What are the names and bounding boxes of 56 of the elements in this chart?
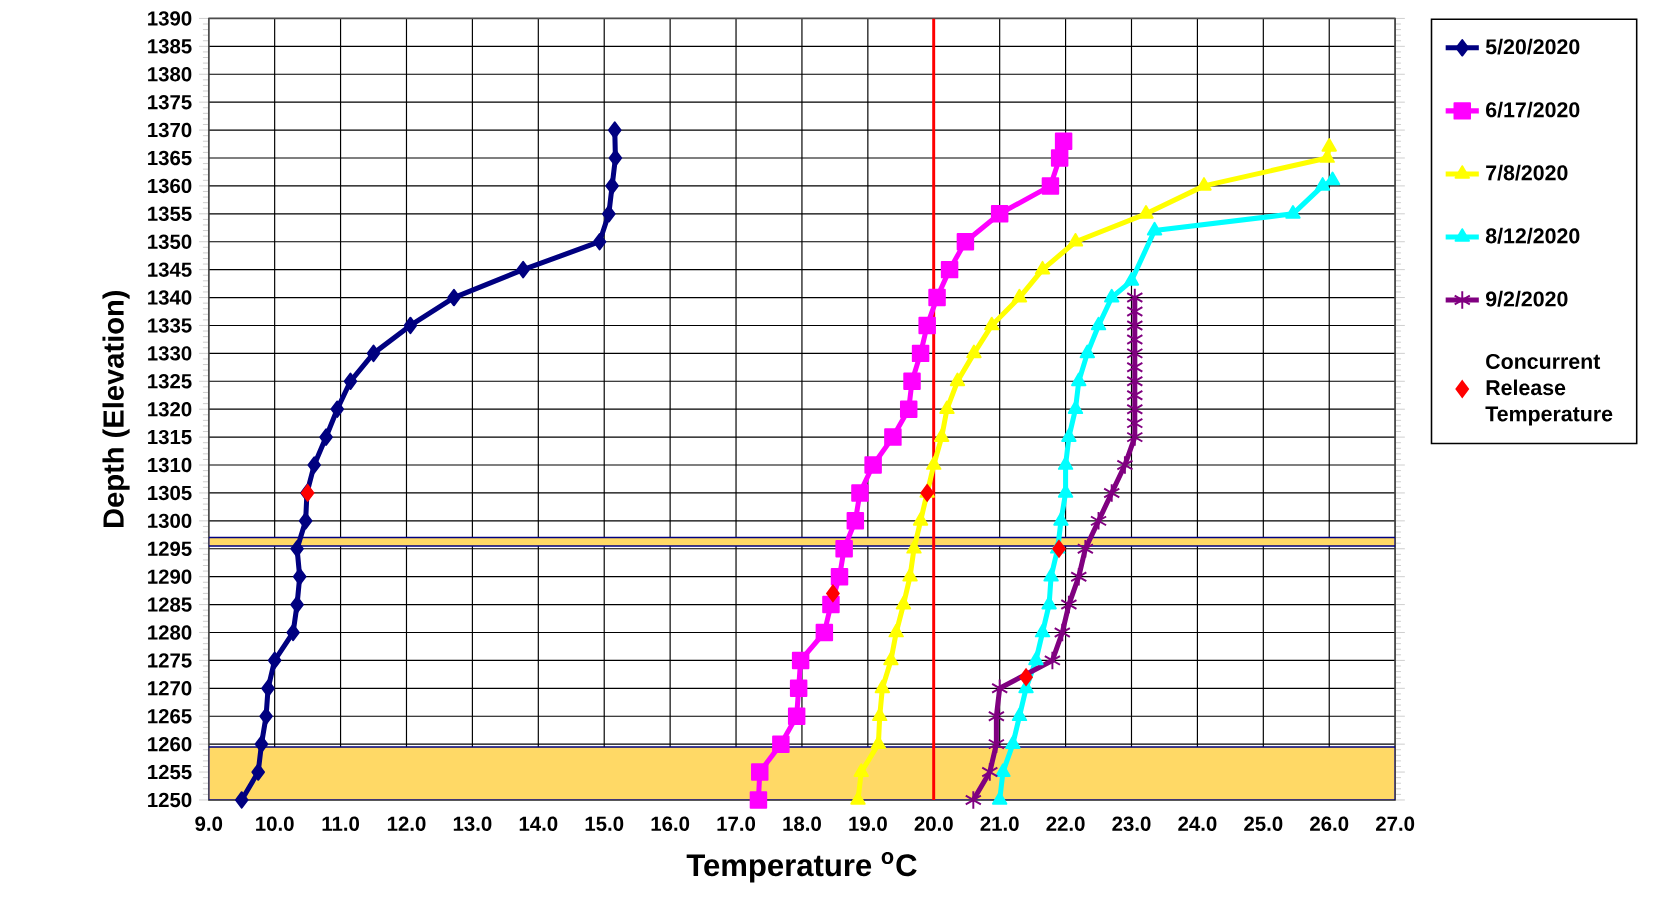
x-tick-label: 13.0 — [453, 816, 492, 832]
y-tick-label: 1260 — [148, 736, 192, 752]
y-tick-label: 1365 — [148, 150, 192, 166]
y-tick-label: 1270 — [148, 681, 192, 696]
x-tick-label: 25.0 — [1244, 816, 1283, 832]
x-tick-label: 21.0 — [980, 816, 1019, 832]
x-tick-label: 9.0 — [195, 816, 223, 832]
legend-label: 6/17/2020 — [1486, 101, 1580, 118]
y-tick-label: 1290 — [148, 569, 192, 584]
x-tick-label: 23.0 — [1112, 816, 1151, 832]
y-tick-label: 1320 — [148, 402, 192, 417]
y-tick-label: 1325 — [148, 374, 192, 389]
x-tick-label: 14.0 — [519, 816, 558, 832]
y-tick-label: 1360 — [148, 178, 192, 194]
x-tick-label: 12.0 — [387, 816, 426, 832]
x-tick-label: 15.0 — [585, 816, 624, 832]
y-tick-label: 1300 — [148, 513, 192, 529]
x-tick-label: 20.0 — [914, 816, 953, 832]
y-tick-label: 1340 — [148, 290, 192, 305]
x-tick-label: 16.0 — [651, 816, 690, 832]
x-tick-label: 10.0 — [256, 816, 294, 832]
y-tick-label: 1385 — [148, 39, 192, 54]
y-tick-label: 1310 — [148, 457, 192, 473]
y-axis-title: Depth (Elevation) — [102, 290, 130, 528]
y-tick-label: 1330 — [148, 346, 192, 361]
legend-label: 7/8/2020 — [1486, 164, 1568, 181]
y-tick-label: 1265 — [148, 709, 192, 724]
x-tick-label: 17.0 — [717, 816, 756, 832]
legend-label: 5/20/2020 — [1485, 38, 1580, 55]
y-tick-label: 1390 — [148, 11, 192, 26]
y-tick-label: 1285 — [148, 597, 192, 612]
y-tick-label: 1275 — [148, 653, 192, 668]
x-tick-label: 18.0 — [783, 816, 821, 832]
y-tick-label: 1335 — [148, 318, 192, 333]
y-tick-label: 1255 — [148, 764, 192, 780]
x-tick-label: 19.0 — [849, 816, 887, 832]
x-tick-label: 22.0 — [1046, 816, 1085, 832]
x-tick-label: 26.0 — [1310, 816, 1349, 832]
y-tick-label: 1315 — [148, 429, 192, 445]
y-tick-label: 1295 — [148, 541, 192, 557]
x-tick-label: 27.0 — [1376, 816, 1415, 832]
legend-label: 8/12/2020 — [1485, 227, 1580, 244]
y-tick-label: 1375 — [148, 94, 192, 110]
legend-label: Concurrent Release Temperature — [1485, 353, 1613, 426]
y-tick-label: 1355 — [148, 206, 192, 222]
y-tick-label: 1345 — [148, 262, 192, 277]
y-tick-label: 1280 — [148, 625, 192, 640]
x-axis-title: Temperature $^{o}$C — [686, 852, 917, 883]
x-tick-label: 24.0 — [1178, 816, 1217, 832]
x-tick-label: 11.0 — [322, 816, 360, 832]
y-tick-label: 1305 — [148, 485, 192, 501]
legend-label: 9/2/2020 — [1485, 290, 1568, 307]
y-tick-label: 1380 — [148, 67, 192, 82]
y-tick-label: 1250 — [148, 792, 192, 808]
y-tick-label: 1350 — [148, 234, 192, 250]
y-tick-label: 1370 — [148, 122, 192, 138]
